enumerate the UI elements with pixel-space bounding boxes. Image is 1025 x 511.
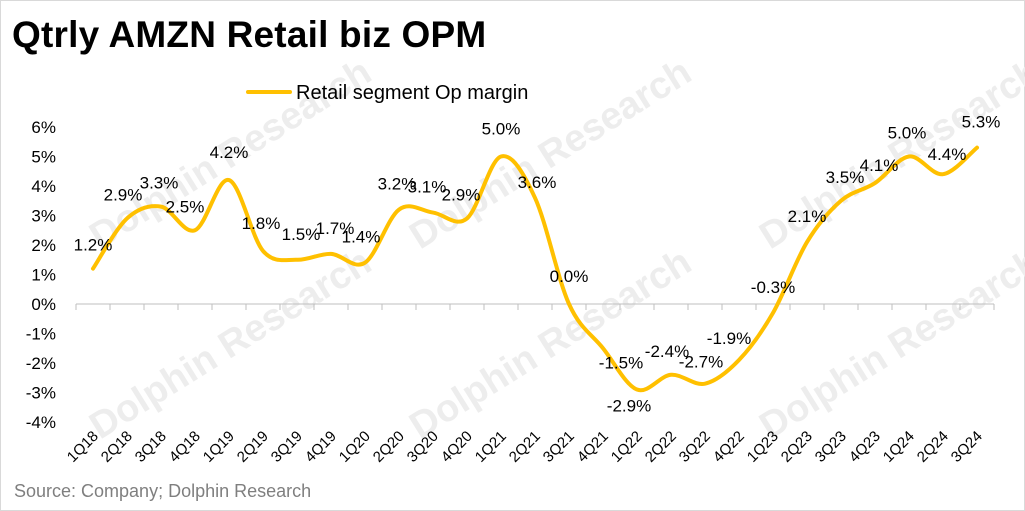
x-tick-label: 1Q19 bbox=[200, 428, 238, 466]
data-label: 4.2% bbox=[210, 143, 249, 162]
y-axis-ticks: -4% -3% -2% -1% 0% 1% 2% 3% 4% 5% 6% bbox=[26, 118, 56, 432]
data-label: 2.5% bbox=[166, 197, 205, 216]
x-tick-label: 1Q20 bbox=[336, 428, 374, 466]
data-label: 4.1% bbox=[860, 156, 899, 175]
y-tick-label: -4% bbox=[26, 413, 56, 432]
data-labels: 1.2%2.9%3.3%2.5%4.2%1.8%1.5%1.7%1.4%3.2%… bbox=[74, 113, 1001, 416]
x-tick-label: 2Q24 bbox=[914, 428, 952, 466]
data-label: 2.9% bbox=[104, 185, 143, 204]
watermark-text: Dolphin Research bbox=[753, 51, 1025, 258]
x-tick-label: 2Q19 bbox=[234, 428, 272, 466]
data-label: -2.7% bbox=[679, 353, 723, 372]
x-tick-label: 4Q21 bbox=[574, 428, 612, 466]
data-label: 1.4% bbox=[342, 228, 381, 247]
y-tick-label: 2% bbox=[31, 236, 56, 255]
data-label: -2.9% bbox=[607, 397, 651, 416]
y-tick-label: -1% bbox=[26, 325, 56, 344]
x-tick-label: 4Q19 bbox=[302, 428, 340, 466]
x-tick-label: 1Q22 bbox=[608, 428, 646, 466]
data-label: 3.6% bbox=[518, 173, 557, 192]
data-label: -0.3% bbox=[751, 278, 795, 297]
x-tick-label: 4Q22 bbox=[710, 428, 748, 466]
page-title: Qtrly AMZN Retail biz OPM bbox=[12, 14, 487, 55]
x-tick-label: 1Q21 bbox=[472, 428, 510, 466]
data-label: 0.0% bbox=[550, 267, 589, 286]
x-tick-label: 4Q23 bbox=[846, 428, 884, 466]
x-tick-label: 3Q19 bbox=[268, 428, 306, 466]
y-tick-label: 6% bbox=[31, 118, 56, 137]
series-line-retail-op-margin bbox=[91, 145, 979, 393]
x-tick-label: 4Q18 bbox=[166, 428, 204, 466]
data-label: 5.0% bbox=[482, 120, 521, 139]
data-label: 4.4% bbox=[928, 145, 967, 164]
data-label: 5.0% bbox=[888, 124, 927, 143]
x-tick-label: 2Q22 bbox=[642, 428, 680, 466]
data-label: 1.5% bbox=[282, 225, 321, 244]
x-tick-label: 2Q20 bbox=[370, 428, 408, 466]
x-tick-label: 3Q18 bbox=[132, 428, 170, 466]
y-tick-label: -2% bbox=[26, 354, 56, 373]
data-label: 1.8% bbox=[242, 214, 281, 233]
y-tick-label: -3% bbox=[26, 384, 56, 403]
legend-label: Retail segment Op margin bbox=[296, 82, 528, 104]
y-tick-label: 3% bbox=[31, 207, 56, 226]
x-tick-label: 3Q24 bbox=[948, 428, 986, 466]
y-tick-label: 5% bbox=[31, 148, 56, 167]
series-line-group bbox=[91, 145, 979, 393]
x-tick-label: 2Q21 bbox=[506, 428, 544, 466]
y-tick-label: 0% bbox=[31, 295, 56, 314]
y-tick-label: 1% bbox=[31, 266, 56, 285]
data-label: 2.9% bbox=[442, 185, 481, 204]
data-label: 3.3% bbox=[140, 174, 179, 193]
watermark-group: Dolphin Research Dolphin Research Dolphin … bbox=[83, 51, 1025, 448]
data-label: -1.9% bbox=[707, 329, 751, 348]
watermark-text: Dolphin Research bbox=[83, 241, 379, 448]
x-tick-label: 3Q21 bbox=[540, 428, 578, 466]
data-label: 1.2% bbox=[74, 236, 113, 255]
x-tick-label: 3Q22 bbox=[676, 428, 714, 466]
y-tick-label: 4% bbox=[31, 177, 56, 196]
data-label: 2.1% bbox=[788, 207, 827, 226]
data-label: -1.5% bbox=[599, 353, 643, 372]
data-label: 1.7% bbox=[316, 219, 355, 238]
data-label: 3.5% bbox=[826, 168, 865, 187]
data-label: -2.4% bbox=[645, 342, 689, 361]
x-tick-label: 3Q23 bbox=[812, 428, 850, 466]
data-label: 3.1% bbox=[408, 178, 447, 197]
source-note: Source: Company; Dolphin Research bbox=[14, 481, 312, 501]
legend: Retail segment Op margin bbox=[246, 82, 528, 104]
data-label: 5.3% bbox=[962, 113, 1001, 132]
x-tick-label: 1Q24 bbox=[880, 428, 918, 466]
data-label: 3.2% bbox=[378, 175, 417, 194]
